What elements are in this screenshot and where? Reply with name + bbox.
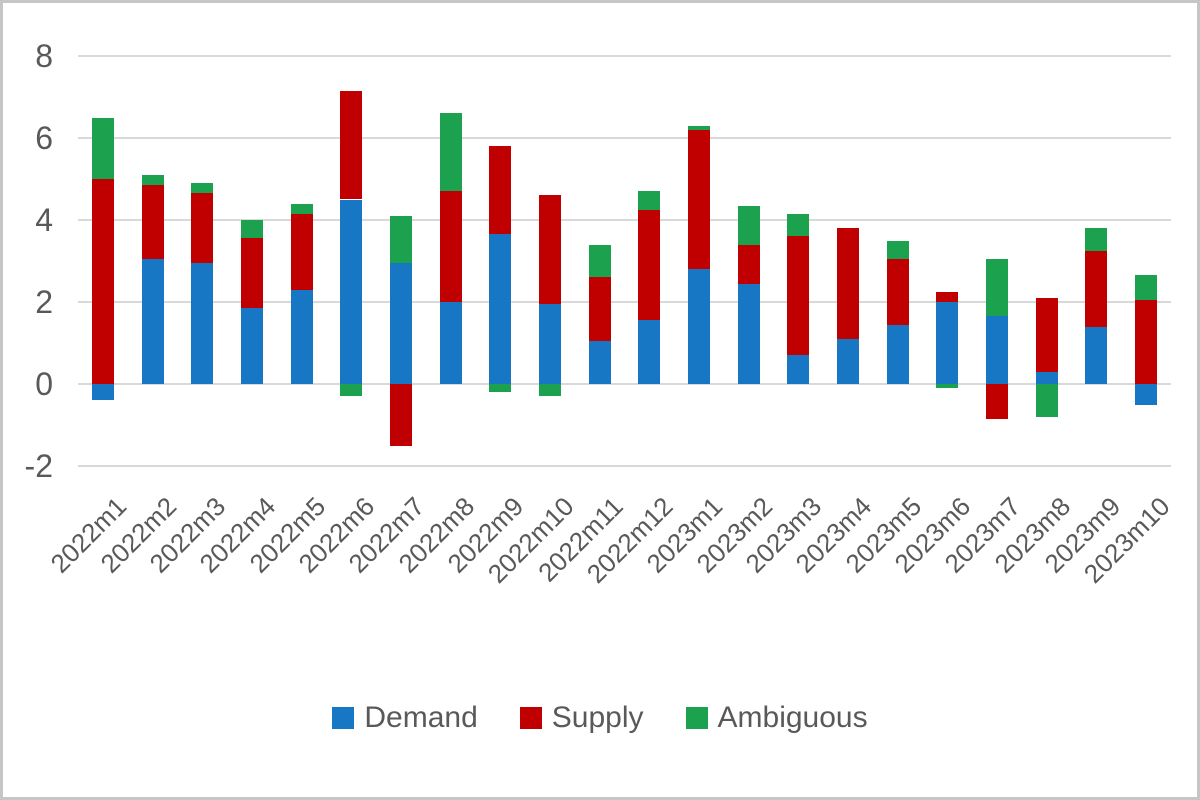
legend-swatch-icon — [332, 707, 355, 729]
bar-segment-ambiguous-2023m2 — [737, 205, 760, 245]
bar-segment-demand-2022m6 — [340, 199, 363, 384]
y-tick-label: -2 — [24, 448, 53, 484]
bar-segment-supply-2023m7 — [986, 384, 1009, 419]
bar-segment-supply-2023m1 — [688, 129, 711, 270]
legend: Demand Supply Ambiguous — [3, 703, 1197, 733]
bar-segment-demand-2023m8 — [1035, 371, 1058, 384]
legend-item-demand: Demand — [332, 701, 478, 734]
bar-segment-demand-2023m6 — [936, 302, 959, 384]
bar-segment-ambiguous-2022m3 — [191, 183, 214, 194]
legend-swatch-icon — [519, 707, 542, 729]
bar-segment-ambiguous-2022m9 — [489, 384, 512, 393]
bar-segment-demand-2022m4 — [240, 308, 263, 384]
bar-segment-supply-2023m5 — [886, 258, 909, 325]
bar-segment-supply-2023m2 — [737, 244, 760, 284]
bar-segment-ambiguous-2023m3 — [787, 213, 810, 237]
bar-segment-demand-2023m1 — [688, 269, 711, 384]
bar-segment-demand-2023m7 — [986, 316, 1009, 384]
bar-segment-demand-2023m4 — [837, 338, 860, 384]
bar-segment-ambiguous-2022m1 — [91, 117, 114, 179]
bar-segment-supply-2023m6 — [936, 291, 959, 302]
bar-segment-supply-2023m4 — [837, 228, 860, 339]
bar-segment-demand-2022m3 — [191, 263, 214, 384]
bar-segment-ambiguous-2022m11 — [588, 244, 611, 278]
bar-segment-demand-2022m5 — [290, 289, 313, 384]
bar-segment-demand-2022m8 — [439, 302, 462, 384]
bar-segment-supply-2022m7 — [389, 384, 412, 446]
gridline-y8 — [78, 55, 1171, 57]
legend-label: Demand — [364, 701, 478, 734]
bar-segment-demand-2022m2 — [141, 258, 164, 384]
bar-segment-demand-2023m9 — [1085, 326, 1108, 384]
legend-item-ambiguous: Ambiguous — [685, 701, 868, 734]
bar-segment-ambiguous-2022m4 — [240, 220, 263, 239]
bar-segment-ambiguous-2022m8 — [439, 113, 462, 192]
gridline-y2 — [78, 301, 1171, 303]
gridline-y4 — [78, 219, 1171, 221]
bar-segment-supply-2023m8 — [1035, 297, 1058, 372]
y-tick-label: 8 — [35, 38, 53, 74]
bar-segment-demand-2022m12 — [638, 320, 661, 384]
bar-segment-supply-2023m3 — [787, 236, 810, 356]
bar-segment-demand-2022m7 — [389, 263, 412, 384]
bar-segment-demand-2023m3 — [787, 355, 810, 384]
bar-segment-demand-2023m10 — [1135, 384, 1158, 405]
bar-segment-supply-2023m9 — [1085, 250, 1108, 327]
legend-label: Supply — [551, 701, 644, 734]
bar-segment-ambiguous-2023m7 — [986, 258, 1009, 317]
y-tick-label: 6 — [35, 120, 53, 156]
bar-segment-ambiguous-2023m1 — [688, 125, 711, 130]
bar-segment-ambiguous-2022m2 — [141, 174, 164, 186]
bar-segment-supply-2022m8 — [439, 191, 462, 302]
bar-segment-ambiguous-2023m10 — [1135, 275, 1158, 300]
y-tick-label: 0 — [35, 366, 53, 402]
gridline-y0 — [78, 383, 1171, 385]
bar-segment-supply-2023m10 — [1135, 299, 1158, 384]
bar-segment-supply-2022m3 — [191, 193, 214, 264]
bar-segment-ambiguous-2022m12 — [638, 191, 661, 210]
bar-segment-ambiguous-2023m5 — [886, 240, 909, 259]
bar-segment-supply-2022m4 — [240, 238, 263, 309]
bar-segment-demand-2022m1 — [91, 384, 114, 401]
bar-segment-demand-2022m10 — [538, 304, 561, 384]
bar-segment-supply-2022m5 — [290, 213, 313, 290]
bar-segment-ambiguous-2022m5 — [290, 203, 313, 214]
legend-label: Ambiguous — [717, 701, 868, 734]
y-tick-label: 4 — [35, 202, 53, 238]
gridline-y-2 — [78, 465, 1171, 467]
bar-segment-supply-2022m1 — [91, 179, 114, 384]
gridline-y6 — [78, 137, 1171, 139]
bar-segment-supply-2022m9 — [489, 146, 512, 235]
bar-segment-supply-2022m6 — [340, 90, 363, 200]
bar-segment-demand-2022m11 — [588, 340, 611, 384]
bar-segment-ambiguous-2023m6 — [936, 384, 959, 389]
bar-segment-demand-2023m2 — [737, 283, 760, 384]
y-tick-label: 2 — [35, 284, 53, 320]
bar-segment-ambiguous-2022m10 — [538, 384, 561, 397]
bar-segment-supply-2022m12 — [638, 209, 661, 321]
bar-segment-supply-2022m10 — [538, 195, 561, 305]
legend-swatch-icon — [685, 707, 708, 729]
bar-segment-demand-2023m5 — [886, 324, 909, 384]
bar-segment-demand-2022m9 — [489, 234, 512, 384]
bar-segment-ambiguous-2022m7 — [389, 215, 412, 264]
bar-segment-ambiguous-2023m8 — [1035, 384, 1058, 417]
bar-segment-ambiguous-2022m6 — [340, 384, 363, 397]
bar-segment-supply-2022m11 — [588, 277, 611, 341]
bar-segment-supply-2022m2 — [141, 185, 164, 259]
bar-segment-ambiguous-2023m9 — [1085, 228, 1108, 251]
legend-item-supply: Supply — [519, 701, 644, 734]
